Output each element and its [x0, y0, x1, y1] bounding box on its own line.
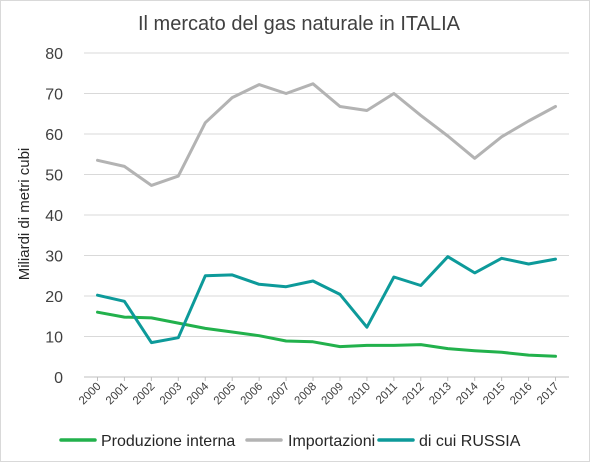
y-tick-label: 50 — [45, 168, 63, 185]
x-tick-label: 2001 — [104, 381, 131, 408]
x-tick-label: 2002 — [131, 381, 158, 408]
y-axis-ticks: 0 10 20 30 40 50 60 70 80 — [45, 46, 63, 387]
x-axis-ticks: 2000 2001 2002 2003 2004 2005 2006 2007 2008 2009… — [77, 377, 562, 407]
legend-item: Importazioni — [245, 433, 375, 450]
x-tick-label: 2014 — [454, 380, 481, 407]
series-line-1 — [96, 310, 557, 358]
y-tick-label: 40 — [45, 208, 63, 225]
x-tick-label: 2003 — [158, 381, 185, 408]
y-axis-title: Miliardi di metri cubi — [16, 148, 33, 281]
x-tick-label: 2007 — [266, 381, 293, 408]
y-tick-label: 20 — [45, 289, 63, 306]
x-tick-label: 2008 — [293, 381, 320, 408]
chart-title: Il mercato del gas naturale in ITALIA — [138, 13, 461, 35]
x-tick-label: 2010 — [346, 381, 373, 408]
y-tick-label: 60 — [45, 127, 63, 144]
legend: Produzione interna Importazioni di cui RUS… — [59, 433, 521, 450]
x-tick-label: 2004 — [185, 380, 212, 407]
x-tick-label: 2000 — [77, 381, 104, 408]
series-line-3 — [96, 255, 557, 345]
series-line-2 — [96, 82, 557, 187]
y-tick-label: 30 — [45, 249, 63, 266]
y-tick-label: 10 — [45, 330, 63, 347]
legend-label: Importazioni — [288, 433, 375, 450]
legend-item: Produzione interna — [59, 433, 235, 450]
y-tick-label: 70 — [45, 87, 63, 104]
x-tick-label: 2011 — [374, 381, 400, 407]
x-tick-label: 2005 — [212, 381, 239, 408]
x-tick-label: 2009 — [320, 381, 347, 408]
gridlines — [84, 52, 569, 378]
legend-item: di cui RUSSIA — [377, 433, 521, 450]
x-tick-label: 2016 — [508, 381, 535, 408]
legend-label: di cui RUSSIA — [419, 433, 521, 450]
x-tick-label: 2012 — [400, 381, 427, 408]
y-tick-label: 80 — [45, 46, 63, 63]
x-tick-label: 2013 — [427, 381, 454, 408]
x-tick-label: 2017 — [535, 381, 562, 408]
y-tick-label: 0 — [54, 370, 63, 387]
x-tick-label: 2006 — [239, 381, 266, 408]
series-lines — [96, 82, 557, 358]
legend-label: Produzione interna — [101, 433, 235, 450]
x-tick-label: 2015 — [481, 381, 508, 408]
